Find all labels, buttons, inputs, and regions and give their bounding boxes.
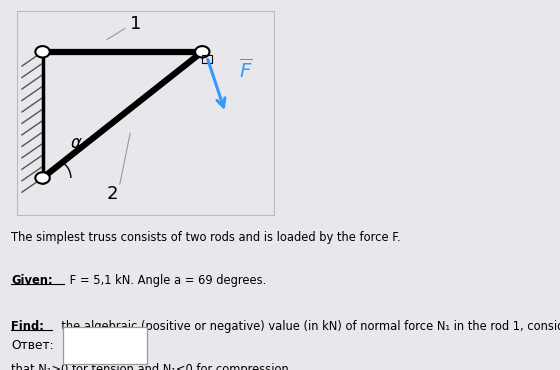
Text: Find:: Find: bbox=[11, 320, 44, 333]
Text: Ответ:: Ответ: bbox=[11, 339, 54, 353]
Text: $\overline{F}$: $\overline{F}$ bbox=[239, 58, 253, 82]
Text: The simplest truss consists of two rods and is loaded by the force F.: The simplest truss consists of two rods … bbox=[11, 231, 401, 244]
Circle shape bbox=[35, 172, 50, 184]
Text: $\alpha$: $\alpha$ bbox=[69, 134, 82, 152]
Circle shape bbox=[195, 46, 209, 57]
Text: the algebraic (positive or negative) value (in kN) of normal force N₁ in the rod: the algebraic (positive or negative) val… bbox=[54, 320, 560, 333]
Text: Given:: Given: bbox=[11, 274, 53, 287]
Text: F = 5,1 kN. Angle a = 69 degrees.: F = 5,1 kN. Angle a = 69 degrees. bbox=[66, 274, 267, 287]
Circle shape bbox=[35, 46, 50, 57]
Text: that N₁>0 for tension and N₁<0 for compression.: that N₁>0 for tension and N₁<0 for compr… bbox=[11, 363, 292, 370]
Text: 1: 1 bbox=[129, 15, 141, 33]
Text: 2: 2 bbox=[106, 185, 118, 203]
FancyBboxPatch shape bbox=[63, 327, 147, 364]
